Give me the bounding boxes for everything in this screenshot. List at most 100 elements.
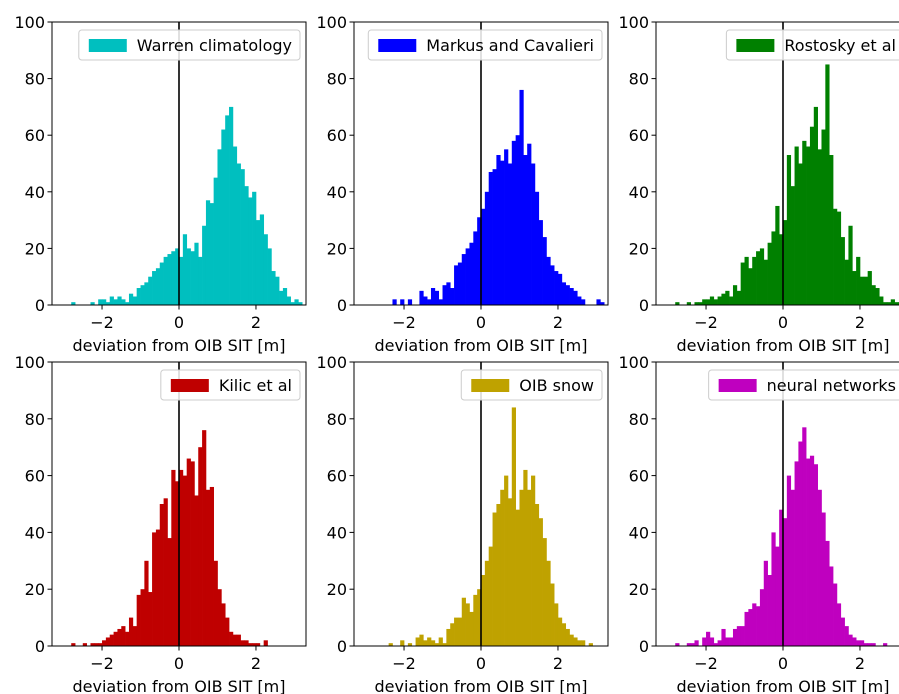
histogram-bar: [473, 231, 478, 305]
histogram-bar: [507, 163, 513, 305]
histogram-bar: [450, 623, 455, 646]
bars: [71, 430, 268, 646]
bars: [71, 106, 303, 305]
histogram-bar: [82, 643, 87, 646]
histogram-bar: [836, 603, 842, 646]
legend: Warren climatology: [78, 29, 301, 61]
histogram-bar: [531, 163, 536, 305]
histogram-bar: [298, 302, 303, 305]
histogram-bar: [836, 211, 842, 305]
histogram-bar: [519, 489, 524, 646]
histogram-bar: [729, 296, 734, 305]
histogram-bar: [744, 611, 749, 646]
y-tick-label: 60: [629, 126, 649, 145]
histogram-bar: [98, 643, 103, 646]
histogram-bar: [132, 626, 138, 646]
histogram-bar: [438, 299, 443, 305]
histogram-bar: [434, 643, 440, 646]
y-tick-label: 60: [327, 126, 347, 145]
histogram-bar: [232, 146, 238, 305]
legend-label: Rostosky et al: [784, 36, 896, 55]
histogram-bar: [504, 149, 509, 305]
histogram-bar: [175, 481, 180, 646]
x-tick-label: 2: [855, 313, 865, 332]
histogram-bar: [500, 160, 505, 305]
histogram-bar: [577, 640, 582, 646]
histogram-bar: [400, 640, 405, 646]
histogram-bar: [859, 276, 865, 305]
y-tick-label: 20: [327, 580, 347, 599]
histogram-bar: [179, 469, 184, 646]
histogram-bar: [848, 225, 853, 305]
histogram-bar: [94, 643, 99, 646]
histogram-bar: [759, 248, 765, 305]
histogram-bar: [817, 149, 822, 305]
histogram-bar: [209, 486, 214, 646]
legend: Kilic et al: [160, 369, 301, 401]
histogram-bar: [894, 302, 899, 305]
histogram-bar: [511, 140, 516, 305]
histogram-bar: [202, 225, 207, 305]
histogram-bar: [90, 302, 95, 305]
histogram-bar: [454, 265, 459, 305]
histogram-bar: [829, 566, 834, 646]
histogram-bar: [248, 643, 253, 646]
histogram-bar: [565, 628, 570, 646]
histogram-bar: [763, 259, 768, 305]
histogram-bar: [488, 171, 493, 305]
histogram-bar: [290, 302, 295, 305]
histogram-bar: [392, 299, 397, 305]
histogram-bar: [477, 589, 482, 646]
histogram-bar: [98, 299, 103, 305]
histogram-bar: [550, 583, 555, 646]
histogram-bar: [286, 296, 291, 305]
histogram-bar: [102, 640, 107, 646]
histogram-bar: [744, 256, 749, 305]
histogram-bar: [717, 296, 722, 305]
histogram-bar: [852, 637, 857, 646]
legend-box: [725, 29, 899, 61]
y-tick-label: 40: [327, 523, 347, 542]
histogram-bar: [275, 276, 280, 305]
histogram-bar: [886, 302, 892, 305]
histogram-bar: [217, 589, 222, 646]
histogram-bar: [279, 290, 284, 305]
legend-label: Kilic et al: [219, 376, 292, 395]
histogram-bar: [694, 640, 699, 646]
histogram-bar: [775, 205, 780, 305]
histogram-bar: [756, 606, 761, 646]
histogram-bar: [554, 603, 559, 646]
histogram-bar: [240, 640, 245, 646]
histogram-bar: [294, 299, 299, 305]
histogram-bar: [152, 271, 157, 305]
histogram-bar: [182, 475, 188, 646]
histogram-bar: [752, 256, 757, 305]
histogram-bar: [442, 285, 447, 305]
y-tick-label: 0: [639, 296, 649, 315]
histogram-bar: [175, 248, 180, 305]
legend-swatch: [471, 379, 510, 392]
histogram-bar: [213, 177, 218, 305]
y-tick-label: 80: [629, 410, 649, 429]
legend-swatch: [736, 39, 775, 52]
histogram-bar: [557, 617, 563, 646]
histogram-bar: [132, 296, 138, 305]
histogram-bar: [813, 106, 818, 305]
histogram-bar: [205, 489, 211, 646]
histogram-bar: [756, 251, 761, 305]
histogram-bar: [507, 498, 513, 646]
histogram-bar: [128, 617, 134, 646]
histogram-bar: [538, 518, 543, 646]
histogram-bar: [883, 643, 888, 646]
histogram-bar: [446, 628, 451, 646]
histogram-bar: [407, 299, 413, 305]
histogram-bar: [152, 532, 157, 646]
histogram-bar: [163, 498, 168, 646]
histogram-bar: [248, 197, 253, 305]
histogram-bar: [492, 512, 497, 646]
histogram-bar: [557, 273, 563, 305]
histogram-bar: [71, 643, 76, 646]
histogram-bar: [690, 643, 695, 646]
histogram-bar: [523, 469, 528, 646]
histogram-bar: [825, 540, 830, 646]
